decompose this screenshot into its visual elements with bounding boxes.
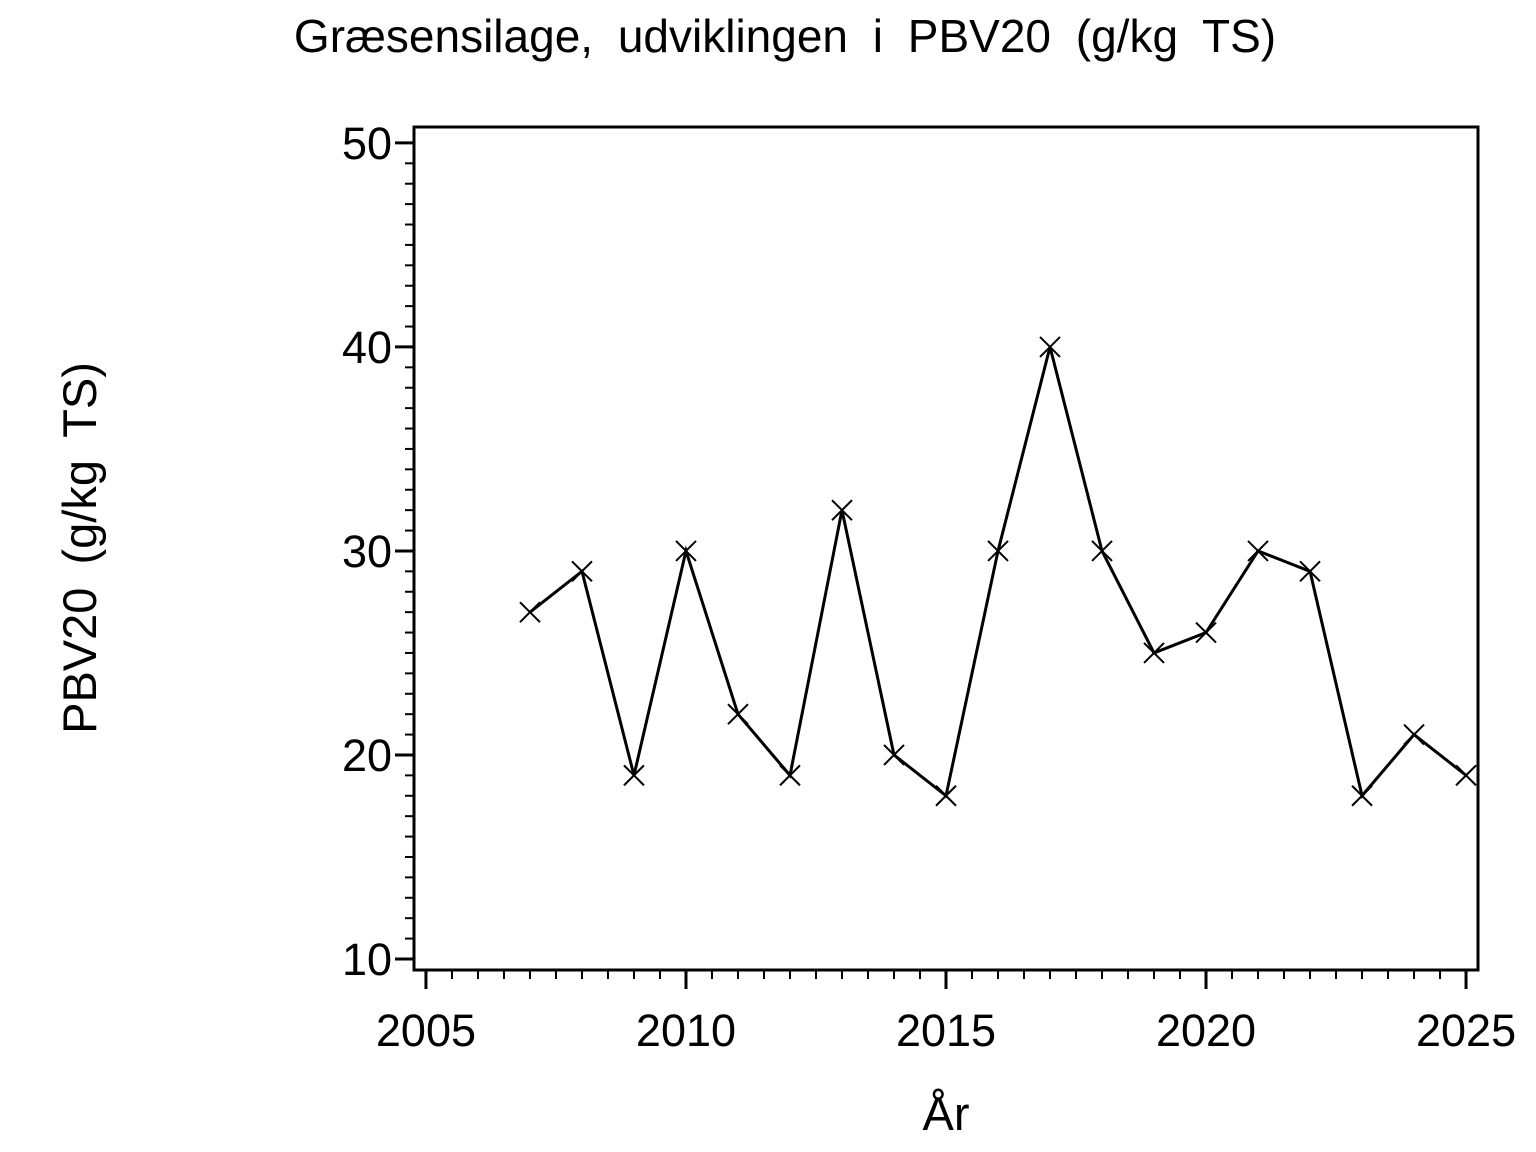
y-tick-label: 20: [342, 730, 392, 781]
data-point-markers: [519, 336, 1477, 807]
x-marker: [883, 744, 905, 766]
y-tick-label: 10: [342, 934, 392, 985]
x-marker: [623, 764, 645, 787]
chart-title: Græsensilage, udviklingen i PBV20 (g/kg …: [294, 10, 1276, 62]
x-marker: [1195, 621, 1217, 644]
y-tick-label: 50: [342, 118, 392, 169]
x-marker: [571, 560, 593, 583]
x-marker: [1299, 560, 1321, 583]
x-marker: [519, 601, 541, 623]
x-tick-label: 2020: [1156, 1005, 1256, 1056]
y-axis-major-ticks: [395, 141, 414, 961]
x-axis-tick-labels: 2005 2010 2015 2020 2025: [376, 1005, 1516, 1056]
y-tick-label: 30: [342, 526, 392, 577]
x-tick-label: 2015: [896, 1005, 996, 1056]
x-axis-title: År: [923, 1087, 970, 1140]
y-tick-label: 40: [342, 322, 392, 373]
x-axis-major-ticks: [424, 970, 1468, 989]
x-tick-label: 2005: [376, 1005, 476, 1056]
y-axis-tick-labels: 10 20 30 40 50: [342, 118, 392, 985]
x-marker: [987, 540, 1009, 562]
x-marker: [1091, 540, 1113, 562]
x-marker: [727, 703, 749, 725]
x-marker: [1247, 540, 1269, 562]
x-marker: [1403, 723, 1425, 746]
x-tick-label: 2010: [636, 1005, 736, 1056]
x-marker: [831, 499, 853, 521]
x-marker: [675, 540, 697, 562]
x-marker: [1039, 336, 1061, 358]
x-marker: [935, 785, 957, 807]
x-marker: [779, 764, 801, 787]
x-tick-label: 2025: [1416, 1005, 1516, 1056]
x-marker: [1351, 785, 1373, 807]
y-axis-minor-ticks: [405, 162, 414, 940]
x-axis-minor-ticks: [450, 970, 1442, 979]
y-axis-title: PBV20 (g/kg TS): [53, 362, 106, 734]
x-marker: [1455, 764, 1477, 787]
x-marker: [1143, 642, 1165, 664]
